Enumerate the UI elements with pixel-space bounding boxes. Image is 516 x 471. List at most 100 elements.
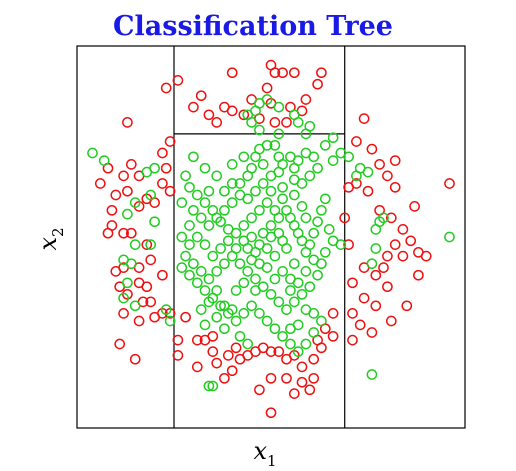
green-point (195, 266, 207, 277)
green-point (304, 281, 316, 293)
green-point (254, 204, 265, 216)
red-point (164, 136, 176, 147)
red-point (122, 288, 133, 300)
red-point (358, 292, 370, 304)
red-point (180, 311, 191, 323)
green-point (176, 262, 188, 273)
green-point (273, 227, 285, 239)
green-point (199, 239, 211, 250)
green-point (261, 197, 273, 208)
green-point (246, 212, 257, 224)
green-point (242, 338, 254, 350)
green-point (238, 220, 250, 231)
green-point (188, 204, 199, 216)
red-point (339, 212, 351, 224)
green-point (191, 231, 203, 243)
red-point (327, 330, 339, 342)
x-axis-label: x1 (253, 437, 276, 470)
red-point (110, 266, 122, 277)
green-point (176, 197, 188, 208)
red-point (211, 117, 223, 128)
red-point (362, 185, 374, 197)
green-point (288, 174, 300, 186)
red-point (188, 101, 199, 113)
green-point (319, 193, 331, 205)
red-point (222, 350, 234, 361)
green-point (184, 220, 195, 231)
green-point (234, 258, 246, 270)
red-point (157, 178, 168, 189)
red-point (265, 407, 277, 419)
red-point (389, 155, 401, 166)
green-point (265, 220, 277, 231)
green-point (308, 151, 320, 163)
red-point (385, 315, 397, 327)
red-point (382, 250, 393, 262)
green-point (219, 204, 230, 216)
green-point (277, 266, 288, 277)
green-point (149, 162, 160, 174)
green-point (118, 292, 129, 304)
red-point (129, 353, 141, 365)
green-point (277, 330, 288, 342)
green-point (250, 185, 261, 197)
green-point (343, 151, 354, 163)
green-point (265, 185, 277, 197)
green-point (238, 308, 250, 319)
red-point (157, 269, 168, 281)
red-point (281, 372, 292, 384)
red-point (281, 117, 292, 128)
green-point (246, 162, 257, 174)
red-point (300, 94, 312, 105)
green-point (230, 285, 242, 296)
green-point (300, 338, 312, 350)
red-point (114, 338, 126, 350)
green-point (335, 239, 347, 250)
green-point (362, 166, 374, 178)
red-point (308, 372, 320, 384)
green-point (327, 132, 339, 144)
red-point (405, 235, 417, 247)
red-point (347, 334, 358, 346)
green-point (257, 159, 269, 170)
green-point (176, 231, 188, 243)
red-point (145, 254, 157, 266)
green-point (316, 315, 327, 327)
green-point (184, 269, 195, 281)
green-point (219, 258, 230, 270)
green-point (226, 197, 238, 208)
red-point (347, 308, 358, 319)
green-point (273, 166, 285, 178)
red-point (347, 277, 358, 289)
green-point (122, 208, 133, 220)
green-point (199, 285, 211, 296)
red-point (366, 327, 378, 338)
green-point (125, 258, 137, 270)
red-point (122, 185, 133, 197)
green-point (327, 155, 339, 166)
green-point (199, 319, 211, 331)
red-point (327, 308, 339, 319)
green-point (308, 327, 320, 338)
red-point (172, 334, 184, 346)
red-point (397, 224, 409, 235)
red-point (370, 269, 382, 281)
green-point (203, 296, 215, 308)
green-point (219, 323, 230, 335)
green-point (292, 277, 304, 289)
green-point (250, 285, 261, 296)
green-point (238, 235, 250, 247)
green-point (319, 246, 331, 258)
red-point (226, 105, 238, 117)
green-point (281, 304, 292, 315)
red-point (133, 315, 145, 327)
red-point (304, 384, 316, 396)
green-point (273, 296, 285, 308)
y-axis-label-main: x (34, 237, 62, 251)
red-point (102, 227, 114, 239)
red-point (207, 330, 219, 342)
green-point (211, 266, 223, 277)
green-point (370, 243, 382, 254)
red-point (382, 170, 393, 182)
green-point (304, 239, 316, 250)
